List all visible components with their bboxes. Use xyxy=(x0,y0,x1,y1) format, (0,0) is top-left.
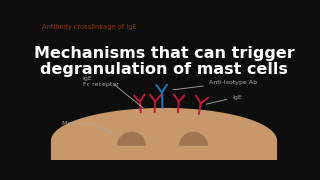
Circle shape xyxy=(117,132,145,160)
Text: Anti-Isotype Ab: Anti-Isotype Ab xyxy=(173,80,257,90)
Text: IgE: IgE xyxy=(206,94,242,104)
Polygon shape xyxy=(52,109,276,160)
Text: degranulation of mast cells: degranulation of mast cells xyxy=(40,62,288,77)
Text: IgE
Fc receptor: IgE Fc receptor xyxy=(83,76,118,87)
Text: Mechanisms that can trigger: Mechanisms that can trigger xyxy=(34,46,294,61)
Polygon shape xyxy=(178,146,209,160)
Circle shape xyxy=(180,132,207,160)
Text: Antibody crosslinkage of IgE: Antibody crosslinkage of IgE xyxy=(42,24,137,30)
Text: Mast cell: Mast cell xyxy=(62,121,90,126)
Polygon shape xyxy=(116,146,147,160)
